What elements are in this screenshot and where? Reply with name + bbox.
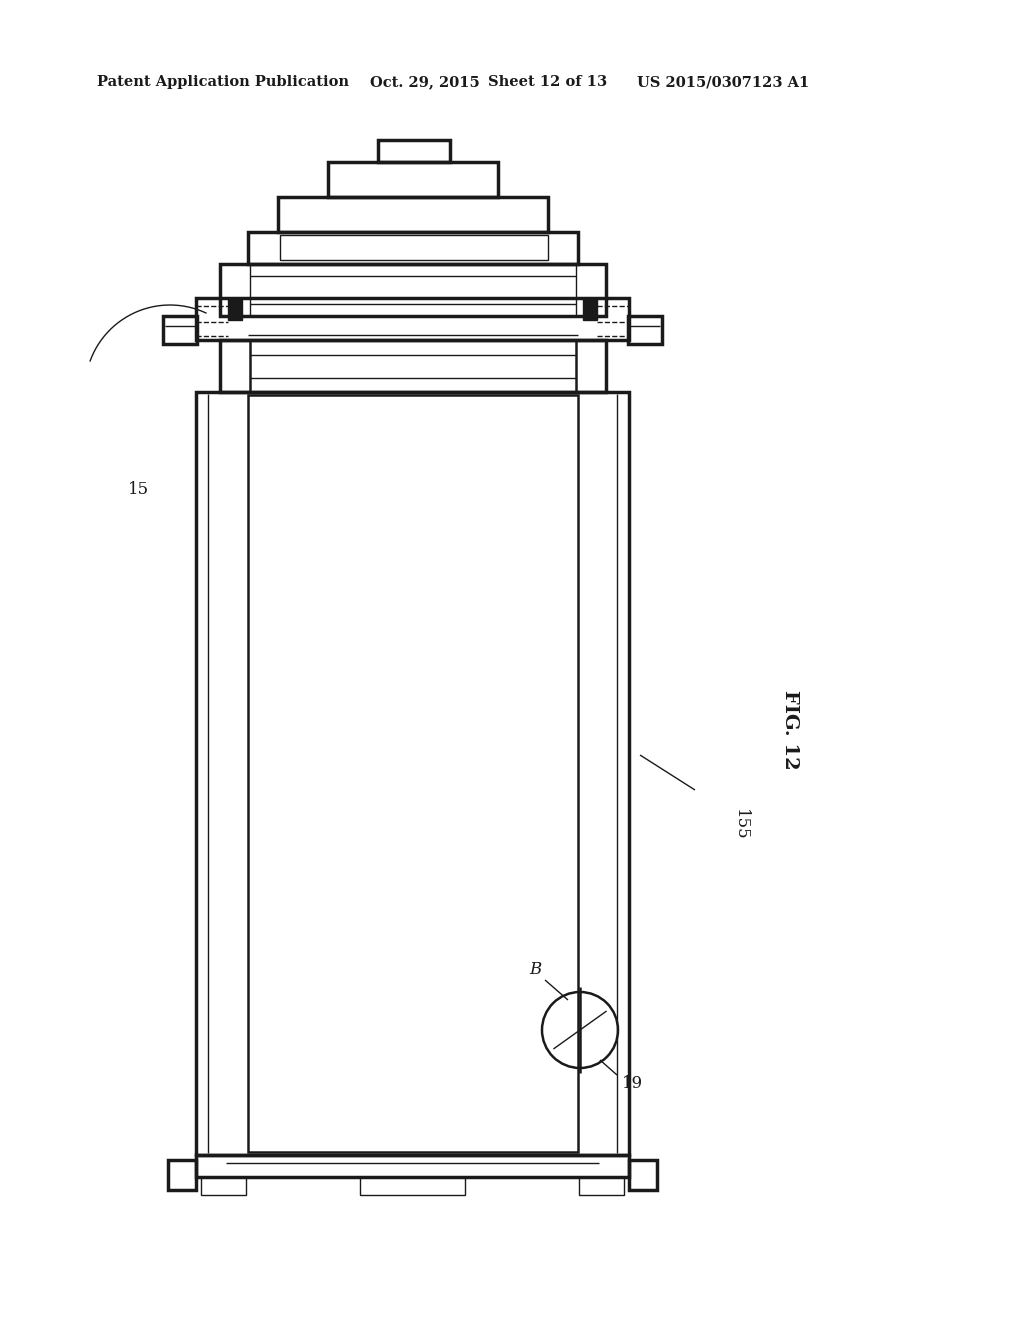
Bar	[628, 315, 662, 345]
Bar	[328, 162, 498, 197]
Bar	[220, 341, 606, 392]
Bar	[629, 1160, 657, 1191]
Text: 155: 155	[731, 809, 749, 841]
Bar	[278, 197, 548, 232]
Bar	[579, 1177, 624, 1195]
Bar	[163, 315, 197, 345]
Bar	[220, 264, 606, 315]
Bar	[168, 1160, 196, 1191]
Bar	[196, 392, 629, 1155]
Bar	[196, 1155, 629, 1177]
Bar	[248, 395, 578, 1152]
Text: 15: 15	[127, 482, 148, 499]
Text: 19: 19	[622, 1074, 643, 1092]
Text: US 2015/0307123 A1: US 2015/0307123 A1	[637, 75, 809, 88]
Text: Sheet 12 of 13: Sheet 12 of 13	[488, 75, 607, 88]
Text: Oct. 29, 2015: Oct. 29, 2015	[370, 75, 480, 88]
Bar	[228, 298, 242, 319]
Bar	[201, 1177, 246, 1195]
Text: B: B	[528, 961, 541, 978]
Bar	[280, 235, 548, 260]
Bar	[378, 140, 450, 162]
Bar	[196, 298, 629, 341]
Text: Patent Application Publication: Patent Application Publication	[97, 75, 349, 88]
Text: FIG. 12: FIG. 12	[781, 690, 799, 770]
Bar	[583, 298, 597, 319]
Bar	[248, 232, 578, 264]
Bar	[360, 1177, 465, 1195]
